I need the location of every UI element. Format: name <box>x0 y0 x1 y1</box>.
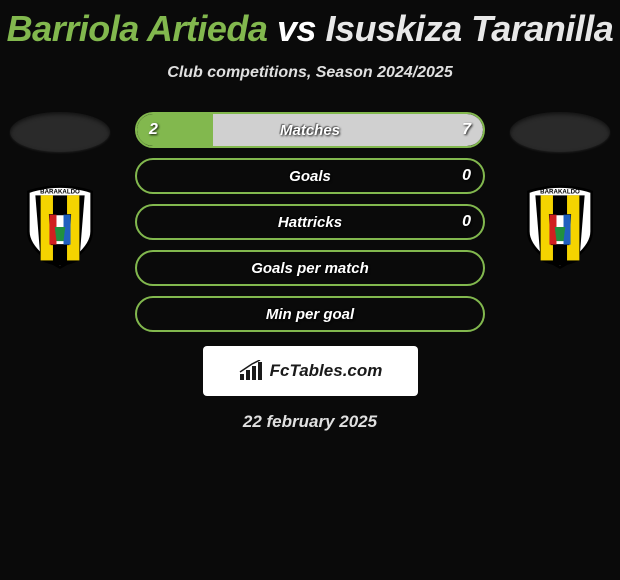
bar-label: Hattricks <box>137 206 483 238</box>
stat-bar-matches: Matches2 7 <box>135 112 485 148</box>
bar-value-right: 0 <box>462 160 471 192</box>
shield-icon: BARAKALDO <box>15 183 105 271</box>
bar-value-right: 0 <box>462 206 471 238</box>
player1-name: Barriola Artieda <box>7 8 268 49</box>
bar-label: Min per goal <box>137 298 483 330</box>
player2-name: Isuskiza Taranilla <box>326 8 614 49</box>
bar-label: Goals <box>137 160 483 192</box>
left-side-column: BARAKALDO <box>10 112 110 272</box>
stat-bar-min-per-goal: Min per goal <box>135 296 485 332</box>
bar-value-left: 2 <box>149 114 158 146</box>
flag-left <box>10 112 110 152</box>
stat-bar-goals: Goals0 <box>135 158 485 194</box>
stat-bar-goals-per-match: Goals per match <box>135 250 485 286</box>
club-logo-right: BARAKALDO <box>510 182 610 272</box>
shield-icon: BARAKALDO <box>515 183 605 271</box>
stat-bar-hattricks: Hattricks0 <box>135 204 485 240</box>
bar-value-right: 7 <box>462 114 471 146</box>
stats-bars: Matches27Goals0Hattricks0Goals per match… <box>135 112 485 332</box>
content-area: BARAKALDO BARAKALDO Matches27Goals0Hattr… <box>0 112 620 432</box>
flag-right <box>510 112 610 152</box>
watermark-text: FcTables.com <box>270 361 383 381</box>
date-label: 22 february 2025 <box>0 412 620 432</box>
watermark-badge: FcTables.com <box>203 346 418 396</box>
svg-text:BARAKALDO: BARAKALDO <box>540 189 580 196</box>
club-logo-left: BARAKALDO <box>10 182 110 272</box>
bar-label: Matches <box>137 114 483 146</box>
bar-label: Goals per match <box>137 252 483 284</box>
svg-text:BARAKALDO: BARAKALDO <box>40 189 80 196</box>
subtitle: Club competitions, Season 2024/2025 <box>0 64 620 82</box>
page-title: Barriola Artieda vs Isuskiza Taranilla <box>0 0 620 50</box>
vs-text: vs <box>277 8 316 49</box>
right-side-column: BARAKALDO <box>510 112 610 272</box>
chart-icon <box>238 360 264 382</box>
